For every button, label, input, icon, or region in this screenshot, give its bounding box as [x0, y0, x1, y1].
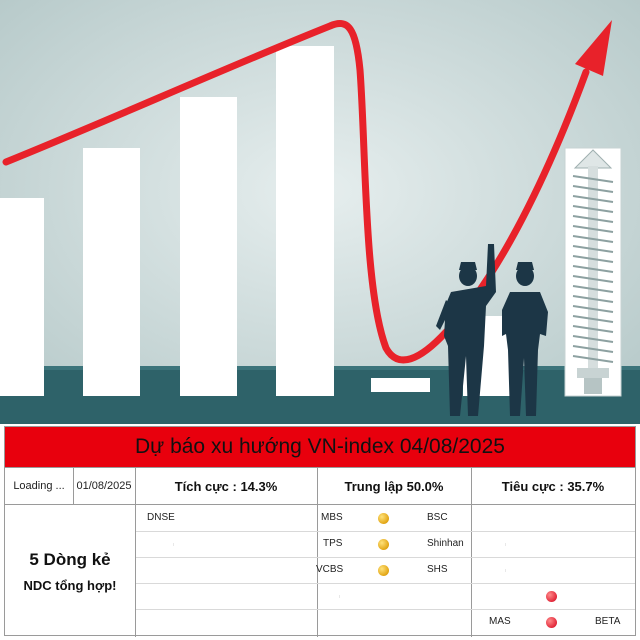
- bar-5-low: [371, 378, 430, 392]
- negative-header: Tiêu cực : 35.7%: [471, 467, 635, 505]
- bar-4: [276, 46, 334, 396]
- grid-line: [73, 467, 74, 505]
- neutral-dot: [378, 513, 389, 524]
- neutral-item-left: MBS: [321, 512, 343, 523]
- row-separator: [136, 609, 635, 610]
- row-separator: [136, 531, 635, 532]
- hero-illustration: [0, 0, 640, 424]
- businessmen-silhouette: [436, 244, 548, 416]
- bar-1: [0, 198, 44, 396]
- empty-cell-mark: [505, 543, 506, 546]
- positive-header: Tích cực : 14.3%: [135, 467, 317, 505]
- grid-line: [317, 467, 318, 637]
- negative-dot: [546, 617, 557, 628]
- empty-cell-mark: [505, 569, 506, 572]
- note-line-2: NDC tổng hợp!: [23, 577, 117, 593]
- grid-line: [471, 467, 472, 637]
- neutral-header: Trung lập 50.0%: [317, 467, 471, 505]
- neutral-dot: [378, 539, 389, 550]
- summary-note: 5 Dòng kẻ NDC tổng hợp!: [5, 505, 135, 637]
- neutral-item-left: TPS: [323, 538, 343, 549]
- note-line-1: 5 Dòng kẻ: [29, 549, 111, 569]
- bar-2: [83, 148, 140, 396]
- grid-line: [135, 467, 136, 637]
- neutral-item-right: SHS: [427, 564, 448, 575]
- positive-item: DNSE: [147, 512, 175, 523]
- spring-icon: [564, 147, 622, 397]
- empty-cell-mark: [339, 595, 340, 598]
- neutral-item-right: Shinhan: [427, 538, 464, 549]
- forecast-table: Dự báo xu hướng VN-index 04/08/2025 Load…: [4, 426, 636, 637]
- forecast-title: Dự báo xu hướng VN-index 04/08/2025: [5, 427, 635, 467]
- row-separator: [136, 557, 635, 558]
- neutral-item-left: VCBS: [316, 564, 344, 575]
- negative-item-right: BETA: [595, 616, 621, 627]
- bar-3: [180, 97, 237, 396]
- negative-item-left: MAS: [489, 616, 511, 627]
- negative-dot: [546, 591, 557, 602]
- loading-status: Loading ...: [5, 467, 73, 505]
- row-separator: [136, 583, 635, 584]
- neutral-dot: [378, 565, 389, 576]
- trend-illustration: [0, 0, 640, 424]
- empty-cell-mark: [173, 543, 174, 546]
- neutral-item-right: BSC: [427, 512, 448, 523]
- source-date: 01/08/2025: [73, 467, 135, 505]
